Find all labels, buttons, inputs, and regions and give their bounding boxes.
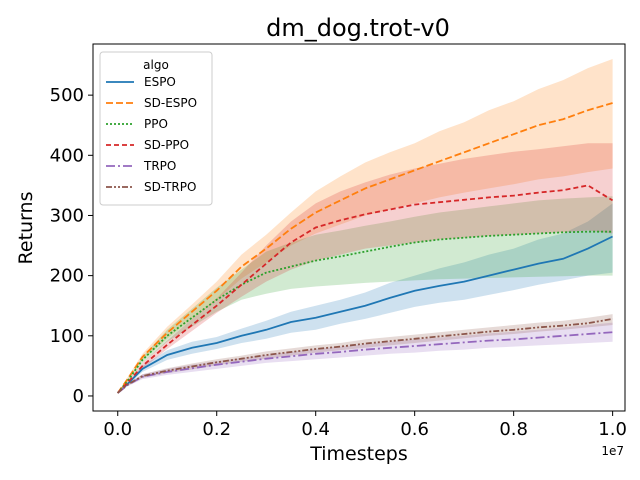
series-line-sd-espo (116, 102, 613, 394)
x-axis-ticks: 0.0 0.2 0.4 0.6 0.8 1.0 (103, 411, 627, 440)
series-line-ppo (117, 230, 613, 394)
legend-label-sd-espo: SD-ESPO (144, 96, 197, 110)
series-line-trpo (117, 331, 613, 394)
y-tick-label: 0 (73, 386, 84, 407)
y-tick-label: 100 (50, 326, 84, 347)
x-tick-label: 0.8 (499, 419, 528, 440)
legend-label-ppo: PPO (144, 117, 168, 131)
x-axis-label: Timesteps (309, 443, 408, 465)
y-axis-label: Returns (15, 192, 37, 265)
x-tick-label: 0.2 (202, 419, 231, 440)
legend-label-trpo: TRPO (143, 159, 176, 173)
series-line-sd-trpo (117, 318, 613, 394)
legend-label-sd-ppo: SD-PPO (144, 138, 189, 152)
y-tick-label: 200 (50, 266, 84, 287)
series-line-sd-ppo (117, 184, 614, 394)
y-tick-label: 400 (50, 145, 84, 166)
x-tick-label: 1.0 (598, 419, 627, 440)
band-sd-ppo (117, 143, 613, 393)
band-trpo (117, 322, 613, 393)
legend-label-sd-trpo: SD-TRPO (144, 180, 196, 194)
legend-label-espo: ESPO (144, 75, 176, 89)
chart-title: dm_dog.trot-v0 (266, 14, 450, 42)
legend: algo ESPO SD-ESPO PPO SD-PPO TRPO SD-TRPO (99, 51, 213, 206)
legend-title: algo (143, 58, 169, 72)
series-line-espo (117, 235, 613, 394)
legend-items: ESPO SD-ESPO PPO SD-PPO TRPO SD-TRPO (106, 75, 197, 194)
x-tick-label: 0.4 (301, 419, 330, 440)
y-tick-label: 500 (50, 85, 84, 106)
band-sd-trpo (117, 314, 613, 393)
x-offset-label: 1e7 (601, 444, 624, 458)
band-espo (117, 203, 613, 393)
series-lines (116, 102, 614, 394)
y-tick-label: 300 (50, 205, 84, 226)
y-axis-ticks: 0 100 200 300 400 500 (50, 85, 93, 407)
plot-frame (92, 43, 626, 412)
band-ppo (117, 196, 613, 393)
x-tick-label: 0.0 (103, 419, 132, 440)
x-tick-label: 0.6 (400, 419, 429, 440)
